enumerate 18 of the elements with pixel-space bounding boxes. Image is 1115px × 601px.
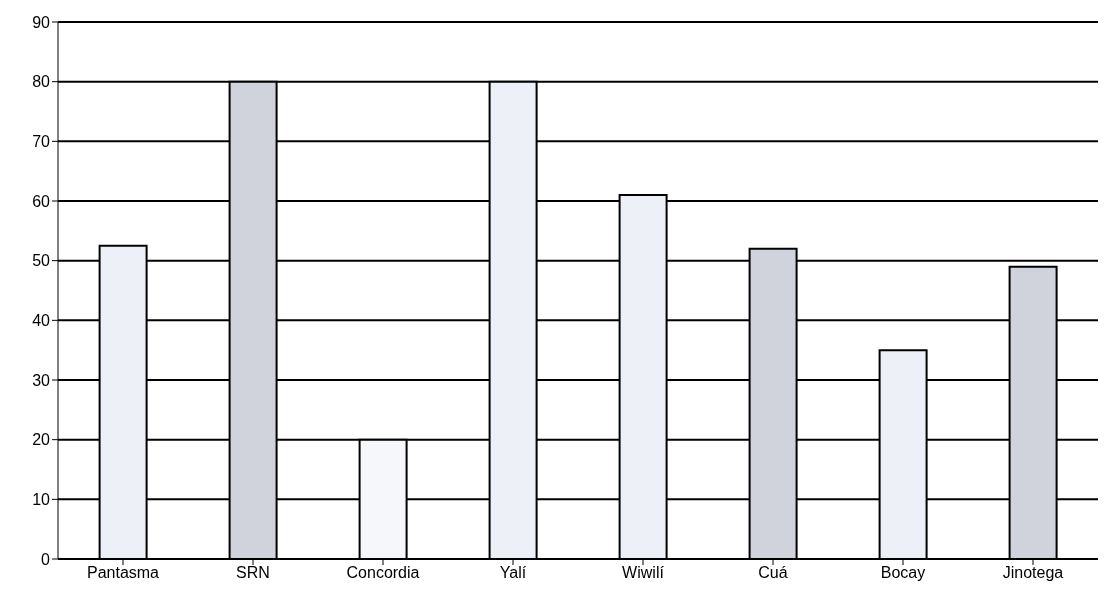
- x-tick-label: Cuá: [758, 564, 788, 582]
- y-tick-label: 50: [32, 252, 51, 270]
- y-tick-label: 40: [32, 312, 51, 330]
- x-tick-label: Pantasma: [86, 564, 160, 582]
- y-tick-label: 20: [32, 431, 51, 449]
- y-tick-label: 90: [32, 13, 51, 31]
- x-tick-label: SRN: [236, 564, 270, 582]
- x-tick-label: Yalí: [499, 564, 527, 582]
- x-tick-label: Bocay: [880, 564, 926, 582]
- y-tick-label: 10: [32, 491, 51, 509]
- y-tick-label: 30: [32, 371, 51, 389]
- x-tick-label: Wiwilí: [622, 564, 665, 582]
- y-tick-label: 80: [32, 73, 51, 91]
- y-tick-label: 60: [32, 192, 51, 210]
- x-tick-label: Concordia: [346, 564, 420, 582]
- y-tick-label: 0: [41, 550, 51, 568]
- y-tick-label: 70: [32, 133, 51, 151]
- x-tick-label: Jinotega: [1002, 564, 1064, 582]
